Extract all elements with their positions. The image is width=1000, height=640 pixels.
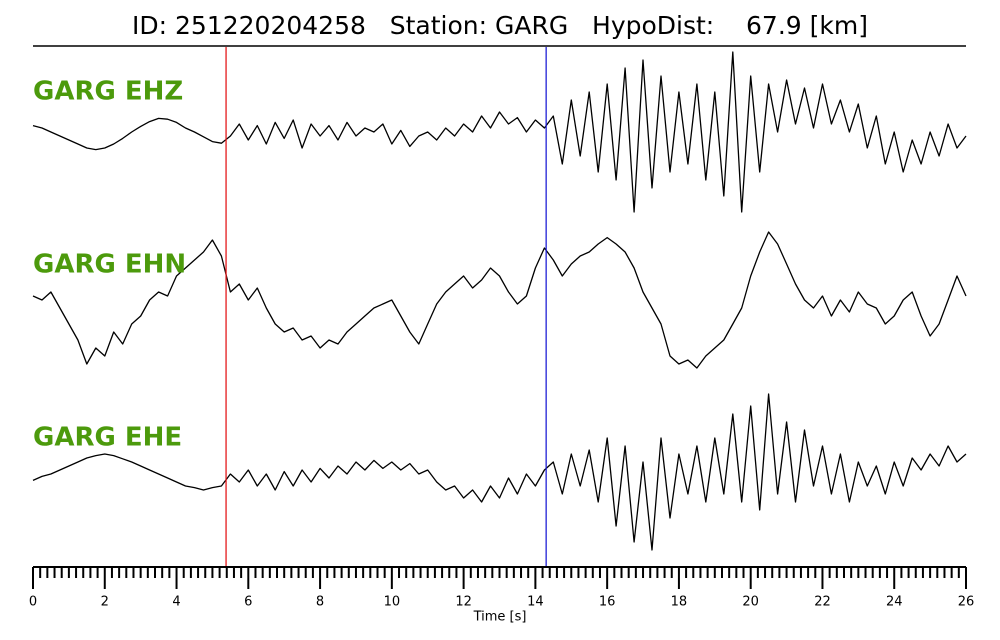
x-tick-label: 8 (316, 595, 324, 610)
channel-label: GARG EHN (33, 250, 186, 280)
waveform (32, 51, 967, 213)
x-tick-label: 12 (455, 595, 472, 610)
chart-title: ID: 251220204258 Station: GARG HypoDist:… (132, 11, 868, 40)
x-tick-label: 26 (958, 595, 975, 610)
x-tick-label: 6 (244, 595, 252, 610)
x-tick-label: 16 (599, 595, 616, 610)
waveform (32, 231, 967, 369)
x-tick-label: 18 (671, 595, 688, 610)
x-tick-label: 24 (886, 595, 903, 610)
channel-label: GARG EHE (33, 423, 182, 453)
x-tick-label: 2 (101, 595, 109, 610)
x-tick-label: 20 (742, 595, 759, 610)
channel-label: GARG EHZ (33, 77, 183, 107)
x-tick-label: 10 (384, 595, 401, 610)
x-axis-label: Time [s] (473, 610, 527, 625)
waveform (32, 393, 967, 551)
x-tick-label: 4 (172, 595, 180, 610)
x-tick-label: 14 (527, 595, 544, 610)
x-tick-label: 0 (29, 595, 37, 610)
x-tick-label: 22 (814, 595, 831, 610)
